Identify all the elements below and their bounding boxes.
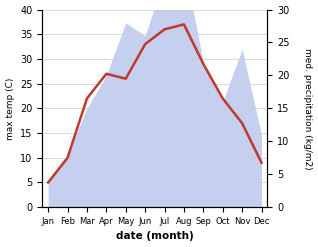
Y-axis label: max temp (C): max temp (C) bbox=[5, 77, 15, 140]
X-axis label: date (month): date (month) bbox=[116, 231, 194, 242]
Y-axis label: med. precipitation (kg/m2): med. precipitation (kg/m2) bbox=[303, 48, 313, 169]
